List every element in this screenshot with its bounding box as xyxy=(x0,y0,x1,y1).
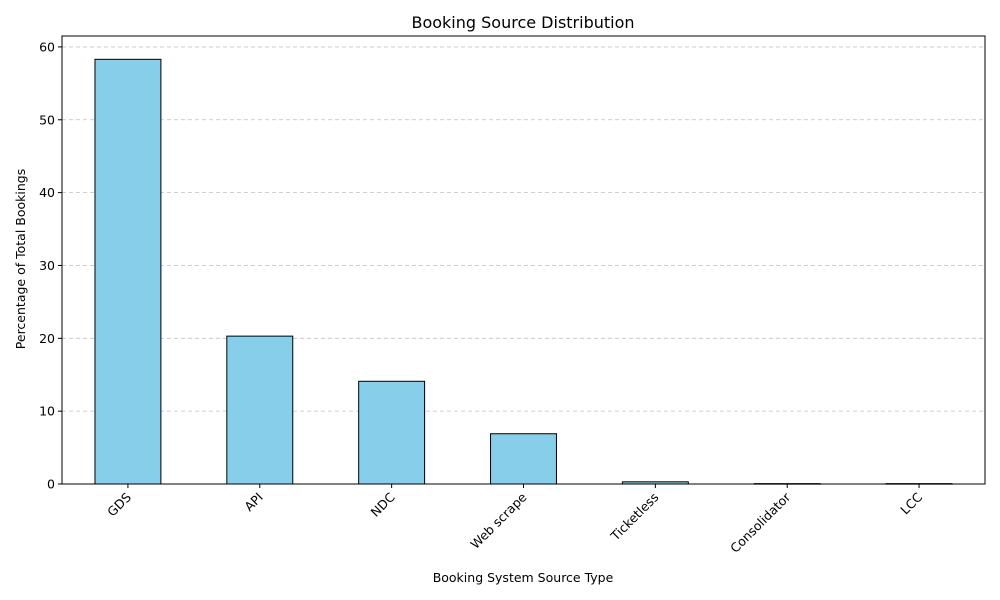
x-tick-label: Web scrape xyxy=(467,489,529,551)
y-axis-label: Percentage of Total Bookings xyxy=(13,169,28,349)
chart-title: Booking Source Distribution xyxy=(411,13,634,32)
y-tick-label: 60 xyxy=(39,39,55,54)
bar-web-scrape xyxy=(490,433,557,485)
bar-api xyxy=(226,335,294,485)
x-tick-label: API xyxy=(241,490,266,515)
y-gridlines xyxy=(62,46,985,412)
x-axis-label: Booking System Source Type xyxy=(433,570,614,585)
bars xyxy=(94,58,953,485)
y-tick-label: 20 xyxy=(39,331,55,346)
bar-gds xyxy=(94,58,162,485)
x-tick-label: GDS xyxy=(104,489,134,519)
y-tick-label: 0 xyxy=(47,477,55,492)
x-axis-ticks: GDS API NDC Web scrape Ticketless Consolidato… xyxy=(104,484,925,556)
y-tick-label: 40 xyxy=(39,185,55,200)
x-tick-label: Consolidator xyxy=(727,489,794,556)
x-tick-label: LCC xyxy=(897,489,925,517)
y-axis-ticks: 0 10 20 30 40 50 60 xyxy=(39,39,62,492)
y-tick-label: 50 xyxy=(39,112,55,127)
bar-ndc xyxy=(358,380,426,485)
y-tick-label: 30 xyxy=(39,258,55,273)
plot-frame xyxy=(61,35,986,485)
y-tick-label: 10 xyxy=(39,404,55,419)
x-tick-label: Ticketless xyxy=(607,490,662,545)
x-tick-label: NDC xyxy=(368,489,398,519)
